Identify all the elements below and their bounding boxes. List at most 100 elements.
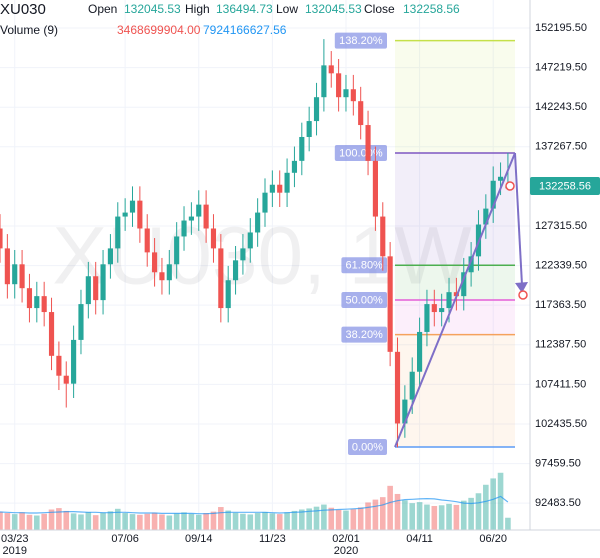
- candle-body: [409, 371, 415, 400]
- volume-bar: [78, 514, 84, 530]
- volume-bar: [151, 512, 158, 530]
- volume-bar: [92, 515, 99, 530]
- candle-body: [291, 160, 298, 173]
- last-price: 132258.56: [539, 180, 591, 192]
- candle-body: [4, 248, 10, 285]
- volume-bar: [306, 508, 312, 530]
- y-tick-label: 102435.50: [535, 418, 587, 430]
- volume-bar: [350, 509, 357, 530]
- x-tick-label: 02/01: [332, 533, 360, 545]
- candle-body: [343, 89, 349, 98]
- candle-body: [137, 200, 143, 229]
- volume-bar: [85, 511, 92, 530]
- x-tick-label: 03/23: [1, 533, 29, 545]
- candle-body: [78, 304, 84, 340]
- volume-bar: [490, 478, 496, 530]
- candle-body: [336, 73, 342, 98]
- fib-zone: [395, 299, 515, 335]
- volume-bar: [144, 513, 151, 530]
- y-tick-label: 97459.50: [535, 457, 581, 469]
- volume-bar: [247, 514, 254, 530]
- y-tick-label: 152195.50: [535, 22, 587, 34]
- candle-body: [350, 89, 356, 102]
- candle-body: [321, 65, 327, 98]
- candle-body: [262, 192, 268, 213]
- x-year-label: 2019: [2, 545, 26, 557]
- volume-bar: [468, 497, 474, 530]
- candle-body: [417, 331, 423, 372]
- candle-body: [174, 236, 180, 265]
- candle-body: [152, 252, 158, 273]
- candle-body: [144, 228, 150, 253]
- fib-zone: [395, 334, 515, 447]
- volume-bar: [188, 513, 195, 530]
- volume-pane: [0, 472, 511, 530]
- volume-bar: [328, 507, 335, 530]
- volume-bar: [122, 513, 128, 530]
- volume-bar: [453, 504, 460, 530]
- fib-label: 0.00%: [352, 441, 383, 453]
- candle-body: [269, 184, 275, 193]
- fib-label: 138.20%: [339, 35, 383, 47]
- candle-body: [196, 204, 202, 217]
- y-tick-label: 117363.50: [535, 299, 586, 311]
- arrow-head: [515, 282, 528, 293]
- volume-label: Volume (9): [0, 23, 58, 37]
- trend-drawing: [394, 152, 528, 448]
- volume-bar: [402, 500, 408, 530]
- candle-body: [85, 276, 91, 305]
- y-tick-label: 137267.50: [535, 141, 587, 153]
- fib-label-bg: [348, 438, 387, 455]
- candle-body: [203, 204, 209, 229]
- volume-bar: [357, 507, 364, 530]
- high-value: 136494.73: [216, 2, 273, 16]
- candle-body: [218, 248, 224, 309]
- y-tick-label: 127315.50: [535, 220, 587, 232]
- candle-body: [284, 172, 290, 193]
- candle-body: [240, 248, 246, 261]
- volume-bar: [299, 509, 305, 530]
- y-tick-label: 107411.50: [535, 378, 586, 390]
- y-tick-label: 92483.50: [535, 497, 581, 509]
- x-tick-label: 11/23: [259, 533, 286, 545]
- volume-bar: [11, 514, 18, 530]
- candle-body: [365, 125, 371, 161]
- trend-line: [394, 152, 516, 448]
- y-tick-label: 112387.50: [535, 339, 586, 351]
- volume-bar: [254, 513, 261, 530]
- volume-bar: [137, 514, 143, 530]
- volume-bar: [4, 513, 11, 530]
- candle-body: [497, 176, 504, 181]
- fib-zone: [395, 152, 515, 266]
- candle-body: [232, 260, 239, 281]
- candle-body: [48, 312, 55, 356]
- candle-body: [71, 339, 77, 384]
- fib-label: 50.00%: [346, 294, 384, 306]
- x-tick-label: 07/06: [111, 533, 139, 545]
- candle-body: [402, 399, 408, 424]
- candle-body: [115, 216, 121, 249]
- projection-line: [514, 152, 523, 286]
- volume-bar: [446, 503, 452, 530]
- candle-body: [299, 136, 305, 161]
- low-label: Low: [276, 2, 298, 16]
- candle-body: [129, 200, 136, 213]
- axes: 152195.50 147219.50 142243.50 137267.50 1273…: [1, 22, 587, 557]
- marker: [518, 290, 528, 300]
- fib-label: 61.80%: [346, 260, 384, 272]
- open-value: 132045.53: [124, 2, 181, 16]
- x-year-label: 2020: [334, 545, 358, 557]
- candle-body: [63, 375, 69, 384]
- candle-body: [181, 220, 187, 237]
- symbol: XU030: [0, 1, 46, 18]
- volume-bar: [438, 505, 445, 530]
- x-tick-label: 06/20: [479, 533, 507, 545]
- volume-bar: [181, 512, 187, 530]
- candle-body: [490, 180, 496, 209]
- x-tick-label: 09/14: [185, 533, 213, 545]
- marker: [505, 181, 515, 191]
- candle-body: [431, 304, 437, 313]
- fib-label: 38.20%: [346, 329, 384, 341]
- candle-body: [372, 160, 378, 217]
